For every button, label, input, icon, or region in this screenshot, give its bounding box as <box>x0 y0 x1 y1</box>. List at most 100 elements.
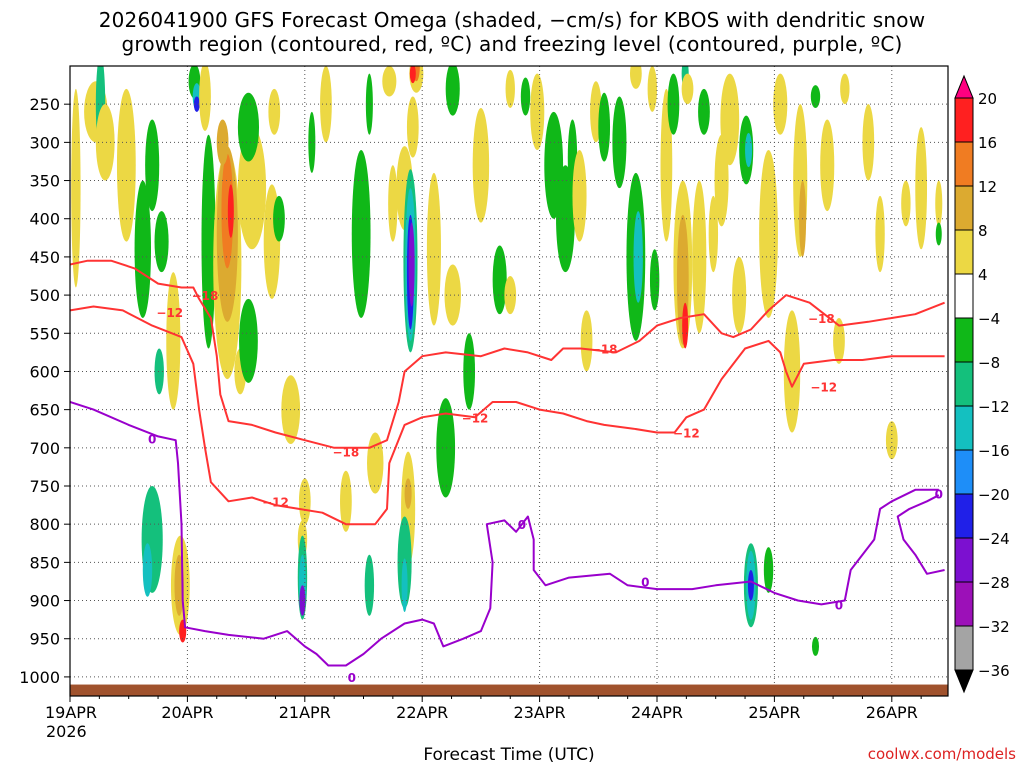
omega-cell-62 <box>445 66 460 116</box>
omega-cell-60 <box>426 172 441 326</box>
omega-cell-92 <box>698 88 710 135</box>
contour-label: 0 <box>518 518 526 532</box>
omega-cell-8 <box>166 272 181 410</box>
colorbar-label: 20 <box>978 90 997 108</box>
colorbar-swatch <box>954 493 974 539</box>
omega-cell-108 <box>810 85 821 108</box>
x-tick-label: 26APR <box>866 703 918 722</box>
omega-cell-104 <box>773 73 788 135</box>
omega-cell-7 <box>154 211 169 273</box>
omega-cell-115 <box>885 421 898 460</box>
colorbar-swatch <box>954 317 974 363</box>
omega-cell-78 <box>612 96 627 189</box>
y-tick-label: 700 <box>29 439 60 458</box>
contour-label: −12 <box>262 495 289 509</box>
x-tick-label: 23APR <box>514 703 566 722</box>
colorbar-label: −4 <box>978 310 1000 328</box>
omega-cell-22 <box>221 153 234 269</box>
omega-cell-90 <box>681 73 694 105</box>
colorbar-swatch <box>954 449 974 495</box>
terrain-layer <box>70 684 948 696</box>
colorbar-label: −32 <box>978 618 1010 636</box>
y-tick-label: 1000 <box>19 668 60 687</box>
colorbar-label: 8 <box>978 222 988 240</box>
chart-title-line-1: 2026041900 GFS Forecast Omega (shaded, −… <box>98 8 926 32</box>
omega-cell-61 <box>436 398 456 498</box>
y-tick-label: 750 <box>29 477 60 496</box>
omega-cell-83 <box>649 249 660 311</box>
omega-cell-65 <box>472 107 490 223</box>
colorbar-label: −12 <box>978 398 1010 416</box>
omega-cell-64 <box>463 333 476 410</box>
y-tick-label: 550 <box>29 324 60 343</box>
x-tick-label: 21APR <box>279 703 331 722</box>
omega-cell-50 <box>404 478 412 509</box>
contour-label: 0 <box>348 671 356 685</box>
omega-cell-74 <box>572 150 587 242</box>
omega-cell-4 <box>116 88 136 242</box>
y-tick-label: 300 <box>29 133 60 152</box>
omega-cell-17 <box>193 96 200 112</box>
colorbar-legend: 20 16 12 8 4 −4 −8 −12 −16 −20 −24 −28 −32 −36 <box>954 74 1010 694</box>
colorbar-label: 4 <box>978 266 988 284</box>
omega-cell-118 <box>935 180 943 227</box>
contour-label: 0 <box>641 575 649 589</box>
terrain-surface <box>70 684 948 696</box>
omega-cell-103 <box>763 547 774 593</box>
y-tick-label: 450 <box>29 248 60 267</box>
chart-title: 2026041900 GFS Forecast Omega (shaded, −… <box>0 8 1024 56</box>
x-axis: 19APR 20APR 21APR 22APR 23APR 24APR 25APR 26APR <box>45 696 922 722</box>
omega-cell-117 <box>915 127 928 250</box>
colorbar-label: −36 <box>978 662 1010 680</box>
x-tick-label: 19APR <box>45 703 97 722</box>
omega-cell-114 <box>875 195 885 273</box>
omega-cell-46 <box>388 165 398 242</box>
colorbar-label: 12 <box>978 178 997 196</box>
omega-cell-59 <box>401 558 408 612</box>
contour-label: −12 <box>462 411 489 425</box>
omega-cell-41 <box>351 150 371 318</box>
colorbar-label: −16 <box>978 442 1010 460</box>
omega-cell-96 <box>732 256 747 334</box>
omega-cell-95 <box>720 73 740 166</box>
omega-cell-70 <box>530 73 545 150</box>
chart-title-line-2: growth region (contoured, red, ºC) and f… <box>121 32 903 56</box>
y-tick-label: 900 <box>29 592 60 611</box>
colorbar-top-triangle <box>954 74 974 99</box>
contour-layer: −18 −12 −18 −12 −12 −18 −12 −18 −12 0 0 0 0 0 0 <box>70 259 945 685</box>
omega-cell-30 <box>268 88 281 135</box>
contour-label: −18 <box>808 312 835 326</box>
omega-cell-45 <box>382 66 397 97</box>
colorbar-swatch <box>954 405 974 451</box>
y-tick-label: 250 <box>29 95 60 114</box>
colorbar-label: −28 <box>978 574 1010 592</box>
y-tick-label: 500 <box>29 286 60 305</box>
omega-cell-42 <box>365 73 373 135</box>
omega-cell-113 <box>862 104 875 181</box>
omega-shading-layer <box>71 66 943 656</box>
omega-cell-75 <box>580 310 593 372</box>
omega-cell-111 <box>833 318 845 364</box>
omega-cell-10 <box>142 543 153 597</box>
colorbar-label: −20 <box>978 486 1010 504</box>
colorbar-label: −8 <box>978 354 1000 372</box>
omega-cell-112 <box>840 73 850 105</box>
colorbar-swatch <box>954 141 974 187</box>
x-axis-year-label: 2026 <box>46 722 87 741</box>
omega-cell-66 <box>492 245 507 315</box>
omega-cell-105 <box>783 310 801 433</box>
x-tick-label: 20APR <box>161 703 213 722</box>
x-tick-label: 25APR <box>748 703 800 722</box>
omega-cell-18 <box>199 66 211 131</box>
omega-cell-101 <box>747 570 754 601</box>
omega-cell-98 <box>745 132 753 168</box>
omega-cell-88 <box>682 302 689 349</box>
omega-cell-67 <box>505 69 515 108</box>
omega-cell-38 <box>320 66 332 143</box>
y-tick-label: 350 <box>29 172 60 191</box>
omega-cell-37 <box>298 478 311 525</box>
colorbar-swatch <box>954 97 974 143</box>
omega-cell-28 <box>239 298 258 383</box>
y-tick-label: 650 <box>29 401 60 420</box>
